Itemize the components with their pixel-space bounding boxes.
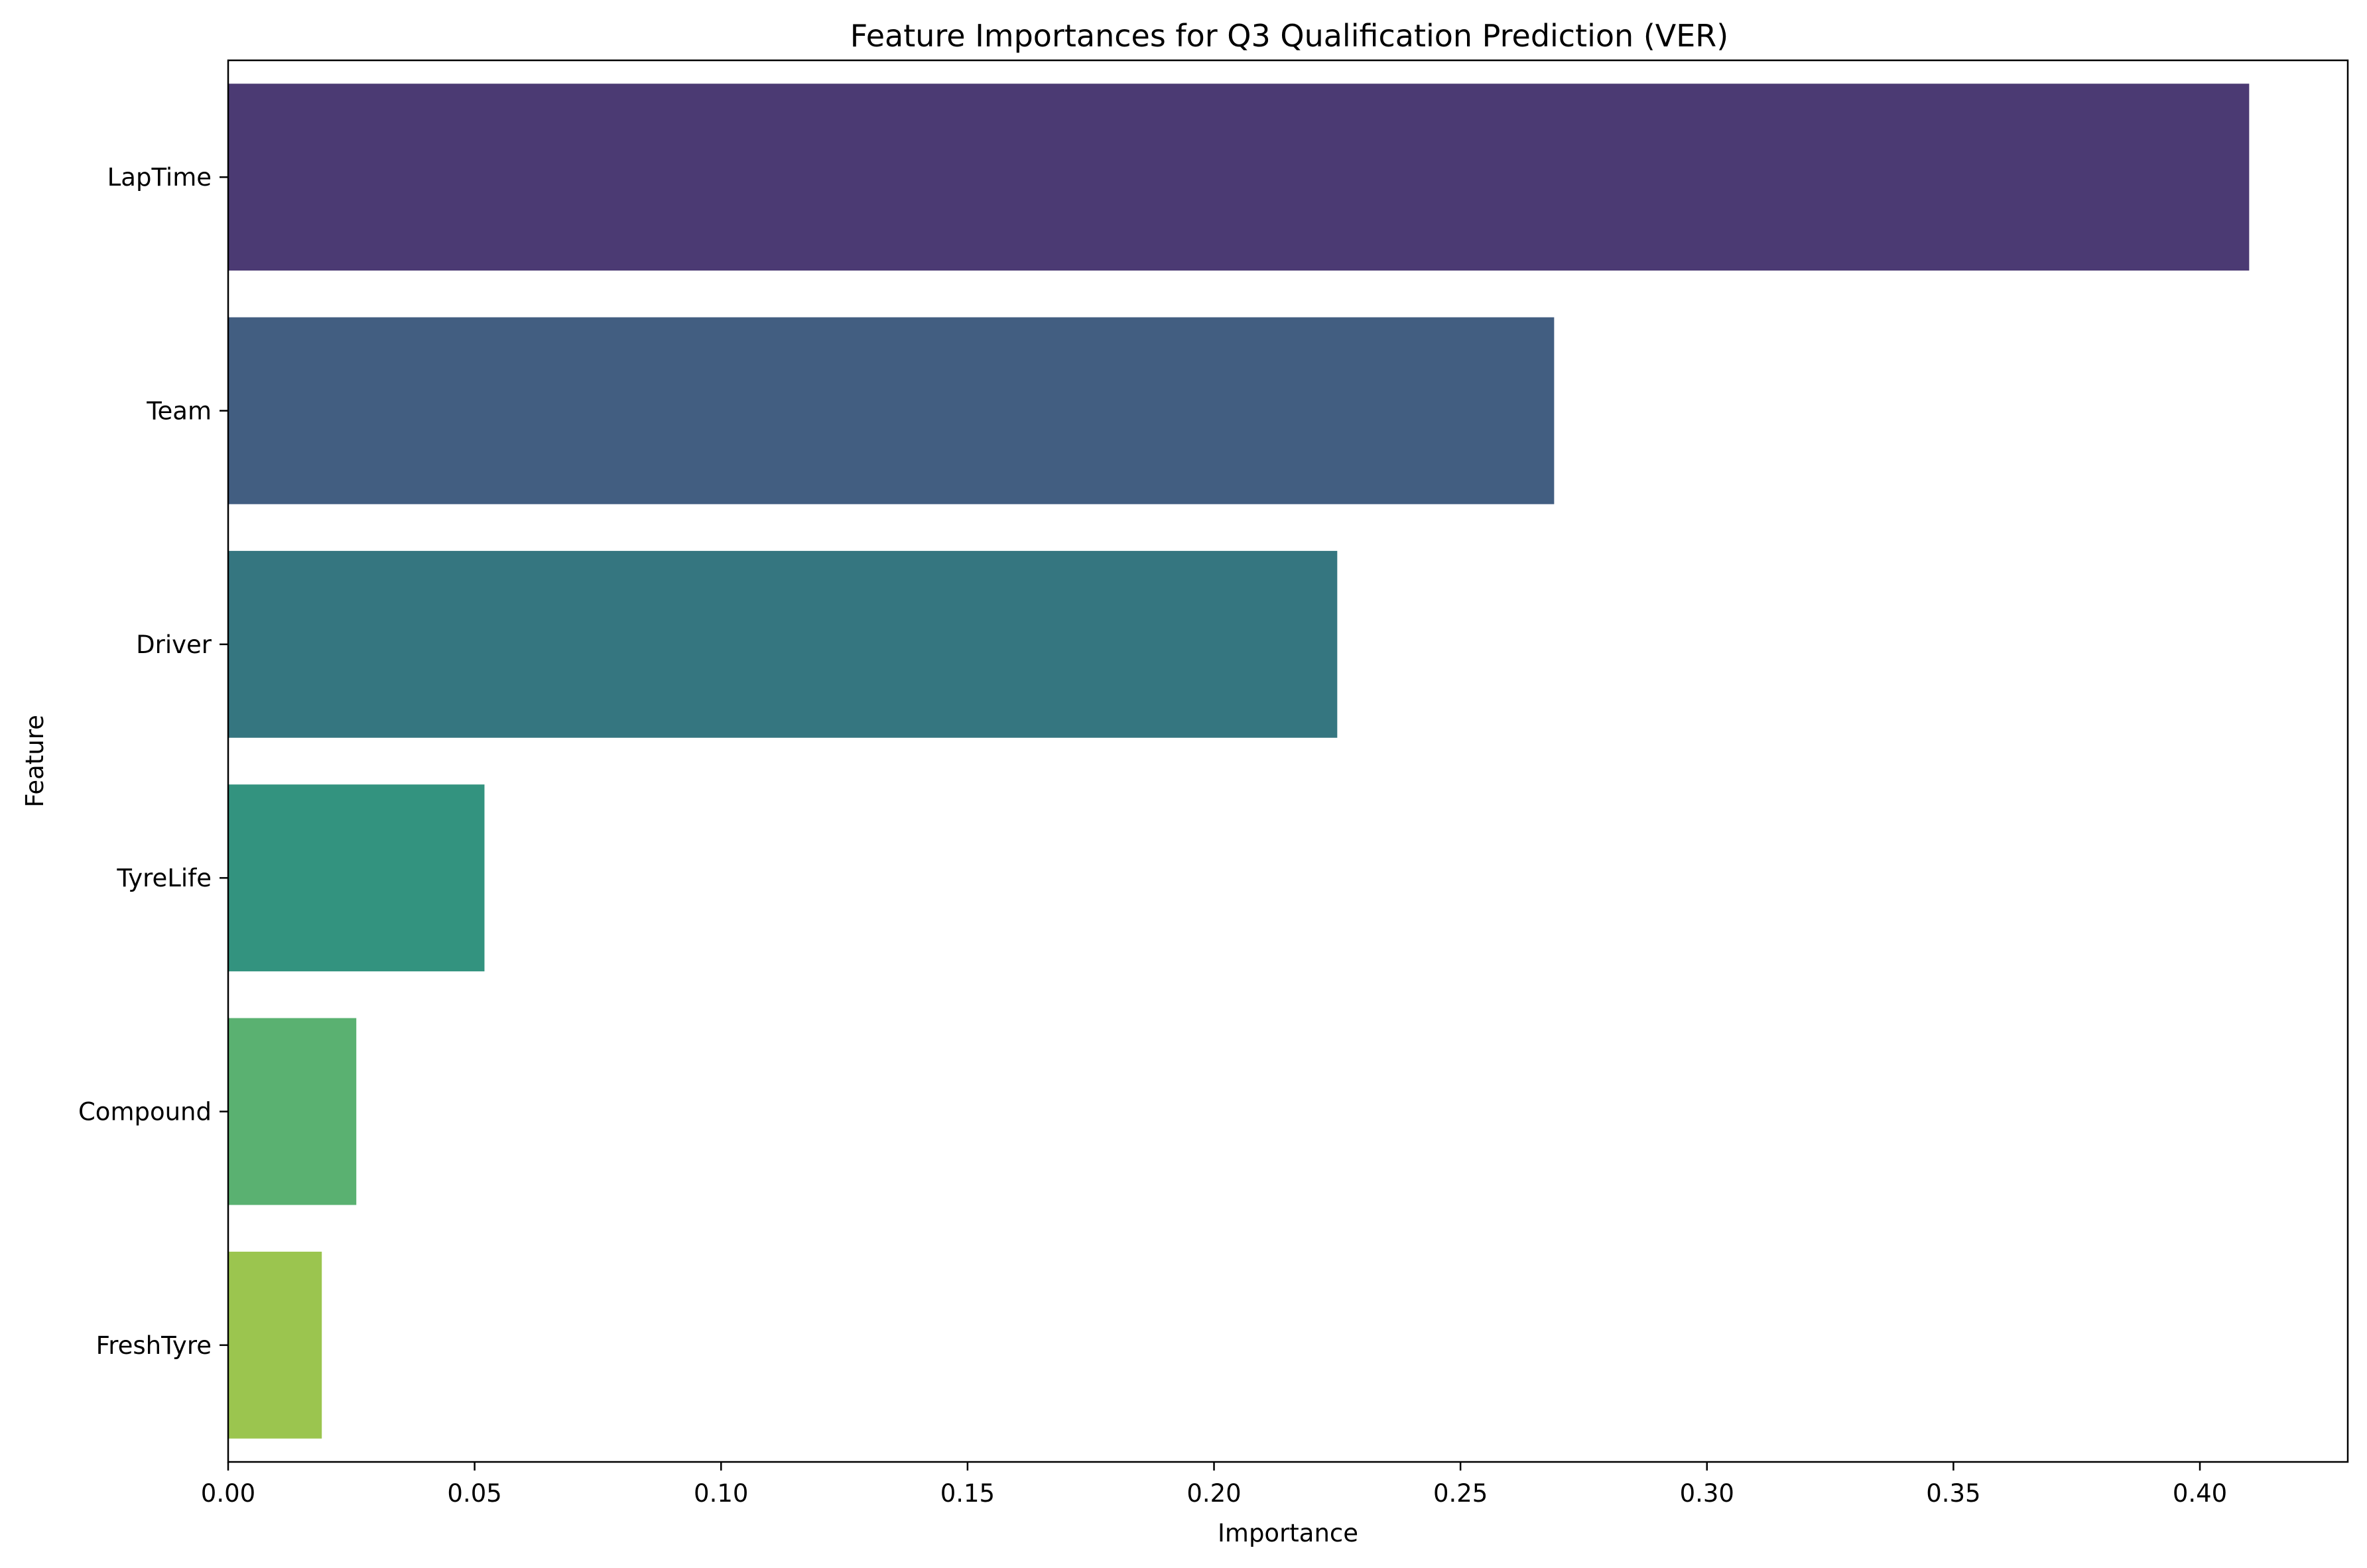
bar-tyrelife	[228, 784, 485, 972]
plot-area	[228, 84, 2250, 1439]
bar-driver	[228, 550, 1338, 738]
x-axis: 0.00 0.05 0.10 0.15 0.20 0.25 0.30 0.35 0.40	[201, 1462, 2227, 1508]
plot-frame	[227, 59, 2349, 1463]
y-tick-label-laptime: LapTime	[107, 163, 212, 192]
x-axis-label: Importance	[1218, 1519, 1358, 1547]
bar-compound	[228, 1018, 357, 1205]
y-axis-label: Feature	[21, 715, 49, 808]
chart-title: Feature Importances for Q3 Qualification…	[850, 18, 1728, 54]
x-tick-label-0: 0.00	[201, 1479, 255, 1508]
x-tick-label-7: 0.35	[1926, 1479, 1980, 1508]
y-axis: LapTime Team Driver TyreLife Compound FreshTy…	[78, 163, 228, 1360]
bar-laptime	[228, 84, 2250, 271]
x-tick-label-4: 0.20	[1186, 1479, 1241, 1508]
y-tick-label-driver: Driver	[136, 631, 212, 659]
y-tick-label-tyrelife: TyreLife	[116, 864, 212, 892]
x-tick-label-1: 0.05	[447, 1479, 501, 1508]
x-tick-label-5: 0.25	[1433, 1479, 1488, 1508]
x-tick-label-6: 0.30	[1680, 1479, 1734, 1508]
x-tick-label-3: 0.15	[940, 1479, 995, 1508]
bar-team	[228, 317, 1555, 505]
x-tick-label-2: 0.10	[694, 1479, 748, 1508]
y-tick-label-team: Team	[146, 397, 212, 426]
bar-freshtyre	[228, 1251, 322, 1439]
x-tick-label-8: 0.40	[2173, 1479, 2227, 1508]
y-tick-label-compound: Compound	[78, 1098, 212, 1126]
y-tick-label-freshtyre: FreshTyre	[96, 1331, 212, 1360]
